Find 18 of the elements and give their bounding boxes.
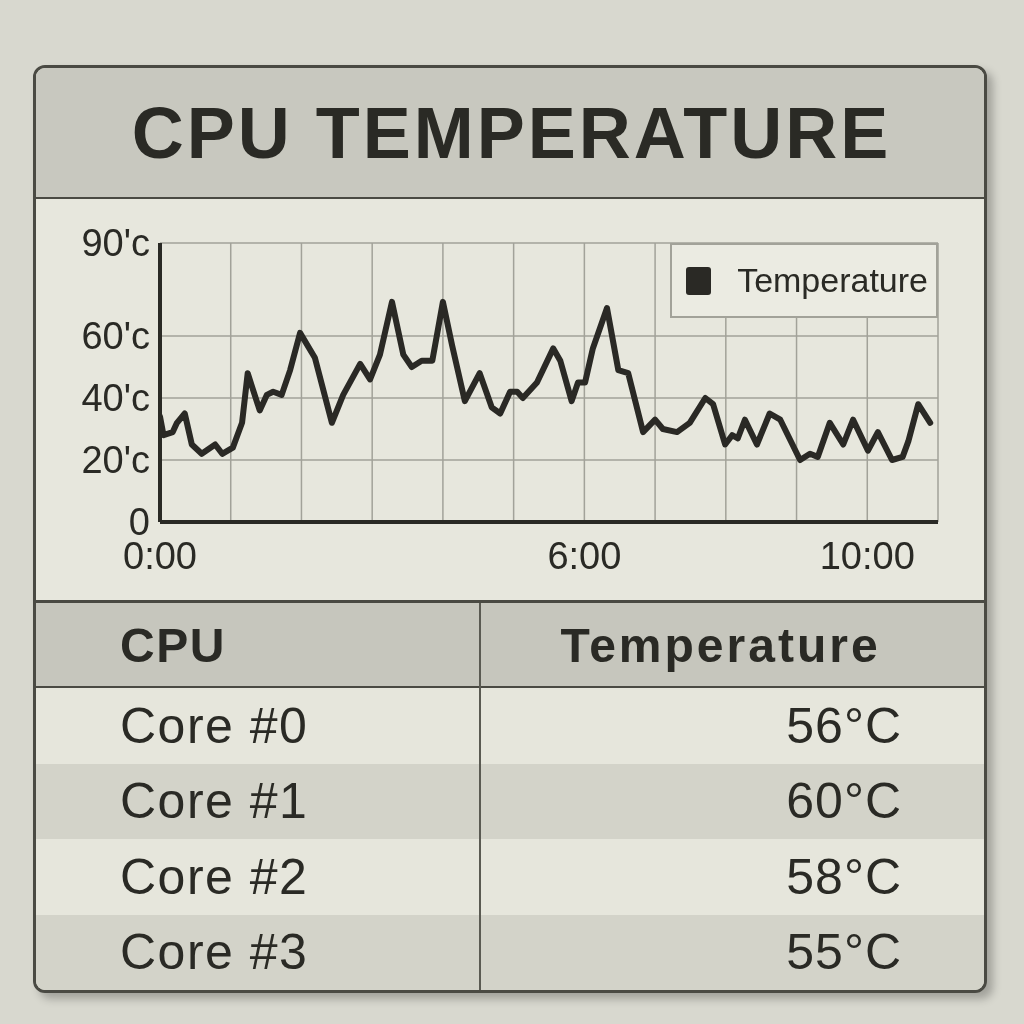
data-label: 60°C xyxy=(785,772,902,832)
x-tick-label: 0:00 xyxy=(123,534,197,577)
legend-label: Temperature xyxy=(737,261,928,300)
x-tick-label: 6:00 xyxy=(547,534,622,577)
y-tick-label: 90'c xyxy=(81,222,150,265)
y-tick-label: Core #2 xyxy=(120,847,309,907)
chart-title: CPU TEMPERATURE xyxy=(130,91,892,174)
y-tick-label: Core #0 xyxy=(120,696,309,756)
data-label: 56°C xyxy=(785,696,902,756)
y-tick-label: 20'c xyxy=(81,439,150,482)
y-tick-label: Core #3 xyxy=(120,923,309,983)
x-tick-label: 10:00 xyxy=(819,534,915,577)
y-tick-label: 60'c xyxy=(81,315,150,358)
y-tick-label: Core #1 xyxy=(120,772,309,832)
data-label: 55°C xyxy=(785,923,902,983)
data-label: 58°C xyxy=(785,847,902,907)
y-tick-label: 40'c xyxy=(81,377,150,420)
y-axis-title: CPU xyxy=(120,618,226,674)
